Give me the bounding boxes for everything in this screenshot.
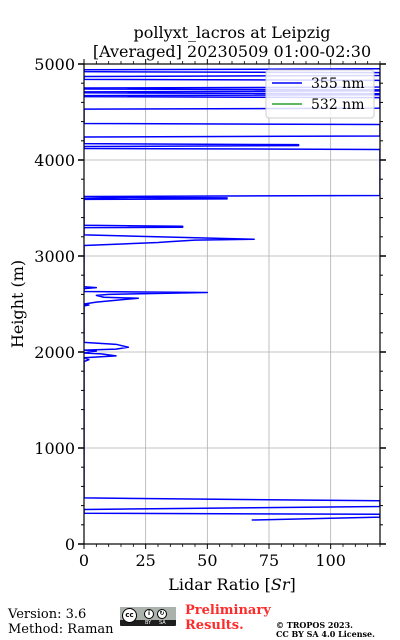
version-text: Version: 3.6 [8,607,87,622]
series-line-0 [84,68,380,521]
x-axis-label: Lidar Ratio [Sr] [168,575,296,594]
x-tick-label: 75 [259,551,279,570]
x-tick-label: 0 [79,551,89,570]
copyright-line2: CC BY SA 4.0 License. [276,629,375,639]
y-tick-label: 3000 [34,247,75,266]
legend-label-532: 532 nm [311,97,364,113]
by-person-icon: i [144,609,154,619]
y-tick-label: 2000 [34,343,75,362]
legend-label-355: 355 nm [311,76,364,92]
y-tick-label: 0 [65,535,75,554]
chart-subtitle: [Averaged] 20230509 01:00-02:30 [93,42,371,61]
sa-label: SA [159,620,166,626]
x-tick-label: 100 [315,551,346,570]
preliminary-line1: Preliminary [185,603,271,618]
y-tick-label: 1000 [34,439,75,458]
series-layer [84,68,380,521]
y-tick-label: 4000 [34,151,75,170]
cc-license-badge: cc i ↻ BY SA [120,607,176,626]
method-text: Method: Raman [8,622,114,637]
x-tick-label: 50 [197,551,217,570]
y-axis-label: Height (m) [8,260,27,348]
sa-share-icon: ↻ [157,609,167,619]
legend-box [265,69,375,119]
by-label: BY [145,620,152,626]
x-tick-label: 25 [135,551,155,570]
copyright-line1: © TROPOS 2023. [276,620,353,630]
preliminary-line2: Results. [185,618,244,633]
legend: 355 nm 532 nm [265,69,375,119]
y-tick-label: 5000 [34,55,75,74]
chart-title: pollyxt_lacros at Leipzig [133,23,330,42]
cc-logo-icon: cc [122,608,137,623]
